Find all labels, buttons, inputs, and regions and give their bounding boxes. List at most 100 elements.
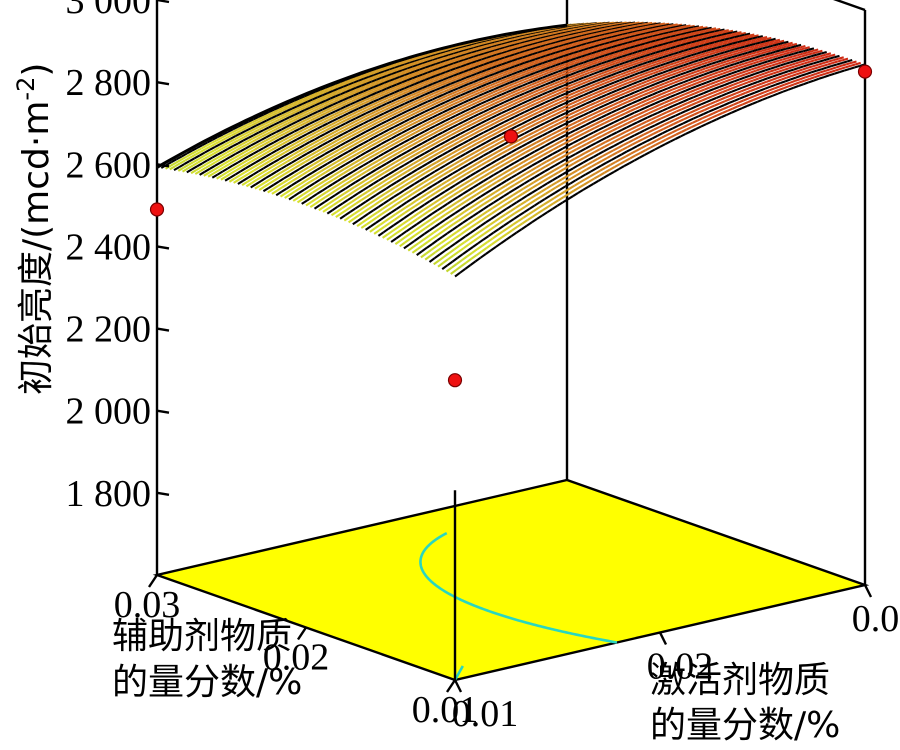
surface-segment: [632, 62, 639, 66]
surface-segment: [551, 32, 557, 36]
surface-segment: [414, 58, 421, 63]
surface-segment: [564, 155, 571, 161]
surface-segment: [481, 66, 488, 71]
surface-segment: [537, 40, 544, 45]
surface-segment: [525, 101, 532, 106]
surface-segment: [273, 176, 281, 182]
surface-segment: [575, 35, 582, 39]
surface-segment: [517, 99, 524, 104]
surface-segment: [429, 89, 436, 94]
surface-segment: [345, 77, 352, 82]
surface-segment: [702, 58, 709, 63]
surface-segment: [575, 126, 582, 131]
surface-segment: [598, 33, 605, 37]
surface-segment: [496, 152, 503, 158]
surface-segment: [510, 74, 517, 79]
surface-segment: [608, 53, 614, 58]
surface-segment: [497, 74, 503, 79]
surface-segment: [581, 40, 588, 45]
surface-segment: [288, 99, 295, 104]
surface-segment: [535, 100, 542, 105]
surface-segment: [654, 30, 660, 34]
surface-segment: [426, 98, 434, 103]
surface-segment: [598, 69, 605, 73]
surface-segment: [622, 39, 629, 44]
surface-segment: [485, 47, 492, 52]
surface-segment: [590, 32, 597, 37]
surface-segment: [481, 210, 489, 216]
surface-segment: [755, 68, 762, 72]
surface-segment: [535, 138, 542, 144]
surface-segment: [650, 37, 657, 42]
surface-segment: [461, 106, 468, 111]
surface-segment: [458, 210, 466, 217]
surface-segment: [553, 122, 560, 128]
surface-segment: [305, 201, 312, 207]
surface-segment: [534, 124, 541, 130]
surface-segment: [282, 107, 289, 112]
surface-segment: [672, 41, 678, 45]
surface-segment: [648, 25, 655, 29]
surface-segment: [517, 160, 525, 166]
surface-segment: [542, 110, 549, 115]
surface-segment: [349, 89, 356, 94]
surface-segment: [786, 58, 792, 62]
surface-segment: [596, 134, 603, 140]
surface-segment: [223, 159, 231, 165]
surface-segment: [263, 160, 271, 166]
surface-segment: [528, 176, 536, 182]
surface-segment: [505, 92, 512, 97]
surface-segment: [176, 155, 183, 161]
surface-segment: [337, 153, 344, 159]
surface-segment: [234, 153, 241, 159]
surface-segment: [395, 178, 403, 184]
surface-segment: [633, 28, 639, 32]
surface-segment: [464, 179, 471, 185]
surface-segment: [367, 209, 374, 215]
surface-segment: [567, 80, 574, 85]
surface-segment: [246, 141, 253, 146]
surface-segment: [252, 149, 260, 155]
surface-segment: [344, 160, 352, 166]
surface-segment: [469, 62, 476, 67]
surface-segment: [648, 86, 655, 91]
surface-segment: [719, 38, 725, 43]
surface-segment: [394, 210, 402, 216]
surface-segment: [381, 136, 388, 141]
surface-segment: [226, 131, 233, 136]
surface-segment: [369, 83, 376, 88]
surface-segment: [476, 118, 483, 123]
surface-segment: [532, 61, 539, 66]
surface-segment: [402, 219, 409, 225]
surface-segment: [562, 121, 569, 127]
surface-segment: [669, 27, 676, 31]
surface-segment: [617, 84, 624, 89]
surface-segment: [279, 173, 286, 179]
surface-segment: [507, 85, 514, 91]
surface-segment: [630, 67, 637, 72]
surface-segment: [356, 169, 363, 174]
surface-segment: [601, 90, 608, 95]
surface-segment: [351, 84, 358, 89]
contour-2350: [453, 665, 464, 681]
surface-segment: [564, 49, 571, 53]
surface-segment: [684, 72, 691, 77]
surface-segment: [474, 52, 480, 57]
surface-segment: [443, 88, 450, 93]
surface-segment: [679, 26, 685, 30]
surface-segment: [497, 61, 503, 65]
surface-segment: [721, 74, 728, 78]
surface-segment: [581, 138, 588, 144]
surface-segment: [343, 126, 350, 132]
surface-segment: [463, 66, 470, 71]
surface-segment: [483, 147, 490, 153]
surface-segment: [325, 146, 332, 152]
surface-segment: [367, 136, 375, 142]
surface-segment: [387, 71, 394, 75]
surface-segment: [753, 34, 759, 38]
surface-segment: [684, 25, 690, 29]
surface-segment: [524, 129, 531, 135]
surface-segment: [556, 38, 562, 42]
surface-segment: [527, 135, 534, 141]
surface-segment: [684, 91, 691, 96]
